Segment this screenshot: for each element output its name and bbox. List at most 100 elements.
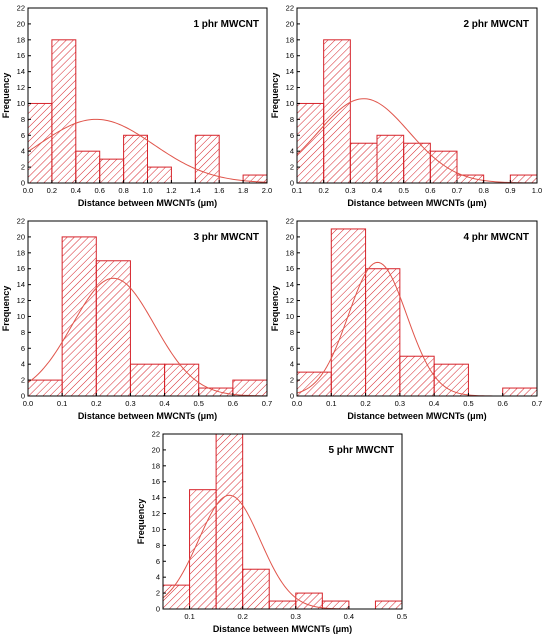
histogram-bar — [268, 600, 297, 610]
y-tick-label: 8 — [290, 115, 294, 124]
x-tick-label: 0.8 — [478, 186, 488, 195]
histogram-bar — [147, 166, 172, 184]
histogram-panel-3: 0 2 4 6 8 10 12 14 16 18 20 22 0.0 0.1 0.2 0.3 0.4 0.5 0.6… — [1, 217, 272, 422]
y-tick-label: 14 — [286, 67, 294, 76]
histogram-bar — [129, 363, 166, 397]
x-axis-label: Distance between MWCNTs (μm) — [347, 198, 486, 208]
x-tick-label: 0.3 — [291, 612, 301, 621]
plot-frame — [27, 220, 268, 397]
y-tick-label: 22 — [17, 4, 25, 13]
y-tick-label: 14 — [17, 67, 25, 76]
x-tick-label: 1.0 — [142, 186, 152, 195]
y-tick-label: 4 — [156, 573, 160, 582]
histogram-bar — [198, 387, 234, 397]
x-tick-label: 0.4 — [344, 612, 354, 621]
y-tick-label: 18 — [152, 461, 160, 470]
x-tick-label: 0.0 — [23, 399, 33, 408]
x-tick-label: 0.7 — [452, 186, 462, 195]
histogram-bar — [433, 363, 469, 397]
histogram-bar — [509, 174, 538, 184]
x-tick-label: 0.3 — [395, 399, 405, 408]
histogram-bar — [75, 150, 101, 184]
y-tick-label: 6 — [156, 557, 160, 566]
y-tick-label: 6 — [290, 344, 294, 353]
y-tick-label: 22 — [152, 430, 160, 439]
plot-frame — [296, 7, 538, 184]
y-axis-label: Frequency — [270, 286, 280, 332]
y-tick-label: 14 — [286, 280, 294, 289]
y-tick-label: 20 — [152, 445, 160, 454]
x-tick-label: 0.2 — [47, 186, 57, 195]
panel-title: 1 phr MWCNT — [193, 19, 259, 30]
histogram-panel-1: 0 2 4 6 8 10 12 14 16 18 20 22 0.0 0.2 0.4 0.6 0.8 1.0 1.2… — [1, 4, 272, 209]
y-tick-label: 6 — [21, 344, 25, 353]
plot-frame — [296, 220, 538, 397]
y-tick-label: 12 — [17, 83, 25, 92]
panel-title: 4 phr MWCNT — [463, 232, 529, 243]
x-tick-label: 1.4 — [190, 186, 200, 195]
y-tick-label: 18 — [286, 248, 294, 257]
x-tick-label: 0.1 — [57, 399, 67, 408]
x-tick-label: 0.5 — [193, 399, 203, 408]
y-tick-label: 8 — [156, 541, 160, 550]
x-tick-label: 0.2 — [318, 186, 328, 195]
x-tick-label: 1.6 — [214, 186, 224, 195]
x-tick-label: 1.0 — [532, 186, 542, 195]
x-tick-label: 0.1 — [184, 612, 194, 621]
y-tick-label: 18 — [286, 35, 294, 44]
y-tick-label: 2 — [290, 376, 294, 385]
y-tick-label: 2 — [290, 163, 294, 172]
x-tick-label: 0.9 — [505, 186, 515, 195]
x-tick-label: 0.4 — [372, 186, 382, 195]
x-tick-label: 1.2 — [166, 186, 176, 195]
y-tick-label: 0 — [156, 605, 160, 614]
x-tick-label: 0.4 — [429, 399, 439, 408]
y-axis-label: Frequency — [270, 73, 280, 119]
histogram-bar — [164, 363, 200, 397]
x-tick-label: 0.0 — [292, 399, 302, 408]
histogram-bar — [95, 260, 131, 397]
y-tick-label: 20 — [17, 19, 25, 28]
y-tick-label: 10 — [152, 525, 160, 534]
histogram-bar — [502, 387, 538, 397]
y-tick-label: 12 — [17, 296, 25, 305]
histogram-bar — [27, 379, 63, 397]
x-axis-label: Distance between MWCNTs (μm) — [78, 411, 217, 421]
y-tick-label: 2 — [21, 163, 25, 172]
y-axis-label: Frequency — [1, 73, 11, 119]
y-tick-label: 4 — [21, 147, 25, 156]
y-tick-label: 14 — [152, 493, 160, 502]
y-tick-label: 16 — [286, 264, 294, 273]
panel-title: 3 phr MWCNT — [193, 232, 259, 243]
y-tick-label: 14 — [17, 280, 25, 289]
x-tick-label: 0.5 — [463, 399, 473, 408]
histogram-bar — [232, 379, 268, 397]
y-tick-label: 10 — [286, 99, 294, 108]
y-tick-label: 8 — [21, 328, 25, 337]
histogram-bar — [296, 102, 325, 184]
y-axis-label: Frequency — [1, 286, 11, 332]
histogram-panel-2: 0 2 4 6 8 10 12 14 16 18 20 22 0.1 0.2 0.3 0.4 0.5 0.6 0.7… — [270, 4, 542, 209]
histogram-bar — [189, 489, 217, 610]
y-tick-label: 0 — [21, 179, 25, 188]
x-tick-label: 0.2 — [237, 612, 247, 621]
x-tick-label: 0.4 — [71, 186, 81, 195]
y-tick-label: 0 — [21, 392, 25, 401]
histogram-bar — [51, 39, 77, 184]
histogram-bar — [399, 355, 435, 397]
y-tick-label: 12 — [152, 509, 160, 518]
histogram-bar — [61, 236, 97, 397]
y-tick-label: 22 — [17, 217, 25, 226]
y-tick-label: 16 — [152, 477, 160, 486]
y-tick-label: 18 — [17, 248, 25, 257]
x-tick-label: 0.7 — [262, 399, 272, 408]
x-axis-label: Distance between MWCNTs (μm) — [213, 624, 352, 634]
y-tick-label: 20 — [286, 232, 294, 241]
x-tick-label: 0.2 — [91, 399, 101, 408]
plot-frame — [162, 433, 403, 610]
x-tick-label: 0.3 — [125, 399, 135, 408]
x-tick-label: 0.0 — [23, 186, 33, 195]
y-tick-label: 12 — [286, 83, 294, 92]
